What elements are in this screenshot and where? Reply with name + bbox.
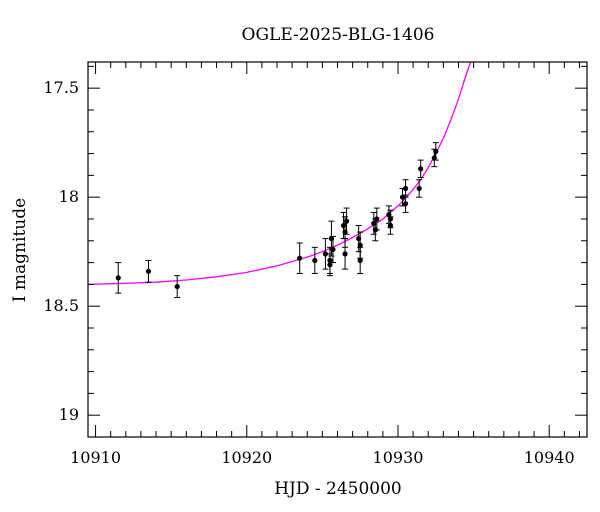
x-tick-label: 10920 [221,448,272,467]
y-tick-label: 18.5 [43,296,79,315]
data-point [174,283,180,290]
data-point [343,218,350,224]
data-point [374,216,380,222]
data-point [357,242,363,248]
data-point [322,251,329,257]
y-axis-label: I magnitude [10,198,30,302]
x-tick-label: 10910 [70,448,121,467]
x-tick-label: 10930 [373,448,424,467]
data-point [399,194,406,200]
model-curve [87,61,472,286]
y-tick-label: 17.5 [43,78,79,97]
data-point [342,251,348,257]
data-point [145,268,152,274]
data-point [327,262,333,268]
y-tick-label: 18 [59,187,79,206]
data-point [330,246,336,253]
data-point [312,257,318,264]
chart-title: OGLE-2025-BLG-1406 [242,25,435,45]
data-point [297,255,303,261]
y-tick-label: 19 [59,405,79,424]
plot-frame [87,61,588,438]
model-curve-layer [87,61,472,286]
data-point [418,166,424,172]
x-tick-label: 10940 [524,448,575,467]
data-point [387,222,394,229]
data-points-layer [115,142,439,298]
data-point [402,185,409,192]
x-axis-label: HJD - 2450000 [274,479,402,499]
data-point [115,275,121,281]
data-point [416,185,422,192]
axis-ticks-layer: 10910 10920 10930 10940 17.5 18 18.5 19 [43,62,587,467]
data-point [402,201,409,207]
data-point [433,148,439,154]
data-point [357,257,363,264]
